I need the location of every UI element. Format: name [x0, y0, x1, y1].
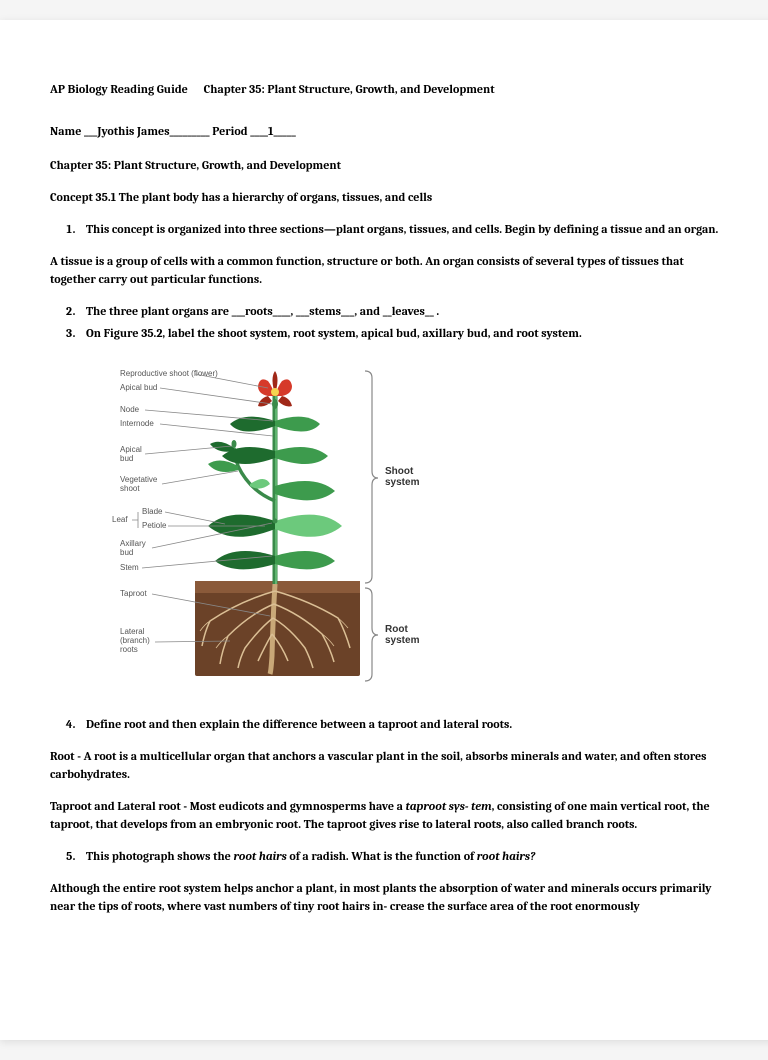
- concept-heading: Concept 35.1 The plant body has a hierar…: [50, 188, 730, 206]
- plant-diagram: Reproductive shoot (flower) Apical bud N…: [110, 356, 730, 701]
- question-1: This concept is organized into three sec…: [78, 220, 730, 238]
- question-4: Define root and then explain the differe…: [78, 715, 730, 733]
- chapter-header: Chapter 35: Plant Structure, Growth, and…: [204, 82, 495, 96]
- svg-text:Stem: Stem: [120, 563, 139, 572]
- apical-bud-top: [272, 399, 278, 409]
- a4-italic: taproot sys- tem: [406, 799, 492, 813]
- question-list-2: The three plant organs are ___roots____,…: [78, 302, 730, 342]
- svg-text:Petiole: Petiole: [142, 521, 167, 530]
- answer-4-root: Root - A root is a multicellular organ t…: [50, 747, 730, 783]
- svg-text:Internode: Internode: [120, 419, 154, 428]
- q5-mid: of a radish. What is the function of: [287, 849, 477, 863]
- question-list-1: This concept is organized into three sec…: [78, 220, 730, 238]
- q5-i1: root hairs: [233, 849, 286, 863]
- apical-bud-side: [232, 440, 237, 448]
- period-field: Period ____1_____: [212, 124, 296, 138]
- plant-svg: Reproductive shoot (flower) Apical bud N…: [110, 356, 440, 696]
- name-field: Name ___Jyothis James_________: [50, 124, 210, 138]
- question-2: The three plant organs are ___roots____,…: [78, 302, 730, 320]
- svg-text:Leaf: Leaf: [112, 515, 128, 524]
- svg-text:Blade: Blade: [142, 507, 163, 516]
- svg-text:Reproductive shoot (flower): Reproductive shoot (flower): [120, 369, 218, 378]
- question-5: This photograph shows the root hairs of …: [78, 847, 730, 865]
- answer-5: Although the entire root system helps an…: [50, 879, 730, 915]
- document-page: AP Biology Reading Guide Chapter 35: Pla…: [0, 20, 768, 1040]
- answer-4-taproot: Taproot and Lateral root - Most eudicots…: [50, 797, 730, 833]
- answer-1: A tissue is a group of cells with a comm…: [50, 252, 730, 288]
- a4-prefix: Taproot and Lateral root - Most eudicots…: [50, 799, 406, 813]
- chapter-title: Chapter 35: Plant Structure, Growth, and…: [50, 156, 730, 174]
- name-period-line: Name ___Jyothis James_________ Period __…: [50, 122, 730, 140]
- axillary-bud: [273, 519, 278, 524]
- page-header: AP Biology Reading Guide Chapter 35: Pla…: [50, 80, 730, 98]
- svg-text:Node: Node: [120, 405, 140, 414]
- q5-i2: root hairs?: [477, 849, 536, 863]
- question-3: On Figure 35.2, label the shoot system, …: [78, 324, 730, 342]
- course-name: AP Biology Reading Guide: [50, 82, 188, 96]
- q5-prefix: This photograph shows the: [86, 849, 233, 863]
- svg-text:Taproot: Taproot: [120, 589, 147, 598]
- svg-text:Apical bud: Apical bud: [120, 383, 157, 392]
- question-list-5: This photograph shows the root hairs of …: [78, 847, 730, 865]
- question-list-4: Define root and then explain the differe…: [78, 715, 730, 733]
